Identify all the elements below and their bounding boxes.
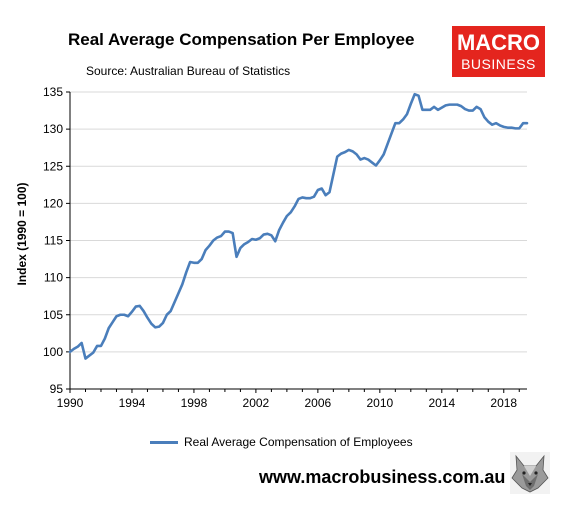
macrobusiness-logo: MACRO BUSINESS xyxy=(452,26,545,77)
gridlines xyxy=(70,91,527,353)
x-tick-label: 2014 xyxy=(428,396,455,410)
chart-title: Real Average Compensation Per Employee xyxy=(68,30,415,49)
website-url: www.macrobusiness.com.au xyxy=(259,467,506,487)
y-tick-label: 125 xyxy=(43,159,63,173)
y-tick-label: 135 xyxy=(43,85,63,99)
y-tick-label: 115 xyxy=(44,234,63,248)
logo-line-2: BUSINESS xyxy=(461,56,536,72)
x-tick-label: 1998 xyxy=(181,396,208,410)
wolf-logo-icon xyxy=(510,452,550,494)
series-layer xyxy=(68,92,529,360)
y-tick-label: 95 xyxy=(50,382,64,396)
line-chart: 95 100 105 110 115 120 125 130 135 1990 1994 1998 2… xyxy=(15,85,529,410)
x-tick-label: 1990 xyxy=(57,396,84,410)
y-tick-label: 100 xyxy=(43,345,63,359)
legend-label: Real Average Compensation of Employees xyxy=(184,435,413,449)
y-tick-label: 120 xyxy=(43,196,63,210)
logo-line-1: MACRO xyxy=(456,30,541,55)
y-axis-ticks: 95 100 105 110 115 120 125 130 135 xyxy=(43,85,70,396)
y-axis-label: Index (1990 = 100) xyxy=(15,182,29,285)
x-tick-label: 2010 xyxy=(366,396,393,410)
y-tick-label: 130 xyxy=(43,122,63,136)
x-tick-label: 2002 xyxy=(243,396,270,410)
y-tick-label: 110 xyxy=(44,271,63,285)
series-line xyxy=(68,92,529,360)
x-axis-ticks: 1990 1994 1998 2002 2006 2010 2014 2018 xyxy=(57,389,520,410)
legend-swatch xyxy=(150,440,178,444)
x-tick-label: 2018 xyxy=(490,396,517,410)
x-tick-label: 1994 xyxy=(119,396,146,410)
chart-source: Source: Australian Bureau of Statistics xyxy=(86,64,291,78)
chart-legend: Real Average Compensation of Employees xyxy=(150,433,413,451)
x-tick-label: 2006 xyxy=(305,396,332,410)
y-tick-label: 105 xyxy=(43,308,63,322)
